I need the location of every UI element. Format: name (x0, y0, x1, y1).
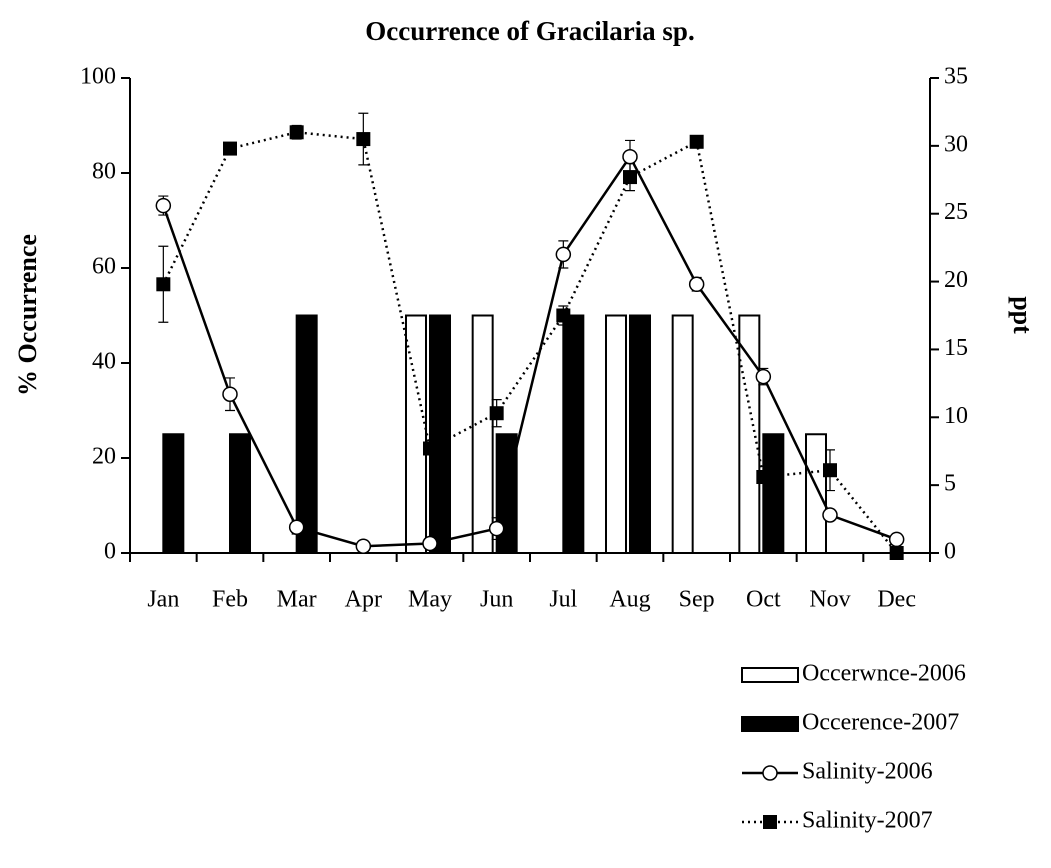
line (162, 154, 898, 548)
line (162, 131, 898, 554)
marker (423, 441, 437, 456)
bar (738, 314, 761, 554)
y2-tick-label: 25 (944, 199, 968, 225)
x-tick-label: Mar (277, 587, 317, 613)
y-tick-label: 100 (80, 64, 116, 90)
marker (623, 170, 637, 185)
marker (888, 531, 905, 548)
marker (288, 519, 305, 535)
marker (289, 125, 304, 140)
marker (688, 276, 705, 293)
bar (562, 314, 585, 554)
y-axis-label: % Occurrence (13, 234, 42, 396)
bar (429, 314, 451, 554)
y2-tick-label: 5 (944, 471, 956, 497)
x-tick-label: Dec (877, 587, 916, 613)
y-tick-label: 60 (92, 254, 116, 280)
bar (629, 314, 651, 554)
y2-tick-label: 0 (944, 539, 956, 565)
x-tick-label: May (408, 587, 452, 613)
x-tick-label: Apr (345, 587, 382, 613)
bar (229, 433, 251, 554)
legend-marker (762, 765, 778, 781)
y2-tick-label: 30 (944, 131, 968, 157)
marker (422, 535, 438, 552)
legend-label: Salinity-2006 (802, 759, 933, 785)
bar (405, 314, 427, 554)
legend-label: Occerence-2007 (802, 710, 959, 736)
y-tick-label: 0 (104, 539, 116, 565)
y-tick-label: 40 (92, 349, 116, 375)
y-tick-label: 20 (92, 444, 116, 470)
marker (823, 463, 837, 478)
legend-swatch (741, 716, 799, 732)
y2-tick-label: 20 (944, 267, 968, 293)
x-tick-label: Feb (212, 587, 248, 613)
x-tick-label: Jan (147, 587, 179, 613)
marker (555, 246, 572, 263)
marker (622, 148, 638, 165)
marker (889, 546, 904, 560)
legend-marker (763, 815, 777, 829)
bar (162, 433, 185, 554)
marker (356, 132, 371, 147)
bar (671, 314, 694, 554)
bar (605, 314, 627, 554)
y2-tick-label: 15 (944, 335, 968, 361)
marker (156, 277, 171, 292)
y2-tick-label: 35 (944, 64, 968, 90)
marker (756, 470, 771, 484)
x-tick-label: Aug (609, 587, 650, 613)
x-tick-label: Jul (549, 587, 577, 613)
marker (223, 141, 237, 156)
marker (355, 538, 372, 554)
bar (805, 433, 827, 554)
bar (471, 314, 494, 554)
marker (222, 386, 238, 402)
legend-label: Salinity-2007 (802, 808, 933, 834)
y-tick-label: 80 (92, 159, 116, 185)
y2-axis-label: ppt (1008, 296, 1037, 334)
marker (489, 406, 504, 421)
x-tick-label: Jun (480, 587, 513, 613)
marker (755, 368, 772, 385)
x-tick-label: Sep (679, 587, 715, 613)
marker (822, 507, 838, 523)
chart-title: Occurrence of Gracilaria sp. (365, 16, 694, 46)
bar (762, 433, 785, 554)
y2-tick-label: 10 (944, 403, 968, 429)
legend-label: Occerwnce-2006 (802, 661, 966, 687)
x-tick-label: Nov (809, 587, 850, 613)
marker (556, 308, 571, 323)
marker (689, 134, 704, 149)
bar (295, 314, 318, 554)
legend-swatch (741, 667, 799, 683)
x-tick-label: Oct (746, 587, 781, 613)
marker (155, 197, 172, 214)
marker (488, 520, 505, 537)
